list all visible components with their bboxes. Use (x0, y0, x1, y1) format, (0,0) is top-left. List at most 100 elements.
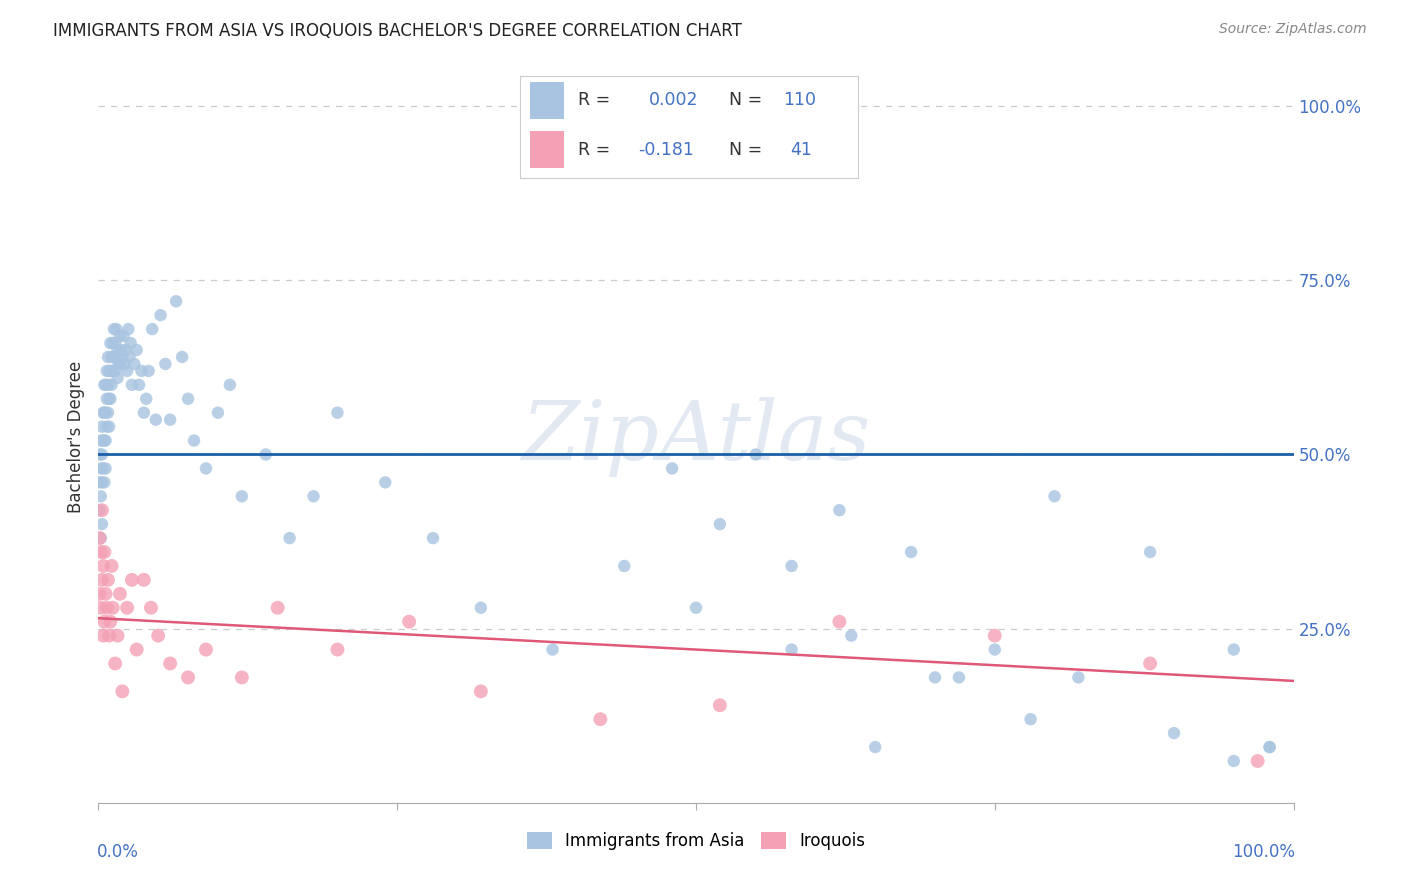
Point (865, 740, 887, 755)
Point (89, 448, 111, 462)
Point (89, 587, 111, 601)
Point (108, 329, 131, 343)
Point (948, 670, 970, 684)
Point (108, 357, 131, 371)
Point (98, 336, 122, 351)
Point (114, 357, 136, 371)
Point (183, 434, 205, 448)
Point (100, 558, 122, 573)
Point (107, 343, 129, 357)
Point (1258, 740, 1281, 755)
Point (120, 336, 142, 351)
Point (125, 642, 148, 657)
Text: -0.181: -0.181 (638, 141, 695, 159)
Point (124, 357, 146, 371)
Point (828, 503, 851, 517)
Point (1223, 754, 1246, 768)
Point (541, 642, 564, 657)
Point (110, 343, 132, 357)
Point (139, 600, 162, 615)
Text: 0.002: 0.002 (648, 92, 697, 110)
Point (984, 642, 1007, 657)
Point (117, 322, 139, 336)
Point (128, 377, 150, 392)
Point (780, 642, 803, 657)
Point (115, 343, 138, 357)
Point (93, 434, 115, 448)
Point (828, 615, 851, 629)
Point (94, 587, 117, 601)
Point (172, 350, 194, 364)
Point (93, 377, 115, 392)
Point (105, 322, 128, 336)
Point (89, 475, 111, 490)
Point (90, 461, 112, 475)
Point (709, 698, 731, 713)
Point (89, 503, 111, 517)
Point (90, 545, 112, 559)
Point (207, 406, 229, 420)
Point (98, 364, 121, 378)
Point (97, 573, 120, 587)
Point (98, 615, 122, 629)
Point (105, 350, 128, 364)
Point (97, 350, 120, 364)
Point (98, 419, 121, 434)
Point (589, 712, 612, 726)
Point (135, 392, 157, 406)
Point (132, 573, 155, 587)
Point (1247, 754, 1270, 768)
Point (91, 558, 114, 573)
Point (93, 615, 115, 629)
Point (115, 364, 138, 378)
Point (254, 448, 277, 462)
Point (155, 357, 177, 371)
Point (98, 392, 121, 406)
Point (112, 329, 135, 343)
Point (111, 350, 134, 364)
Point (91, 434, 114, 448)
Point (231, 489, 253, 503)
Point (103, 350, 125, 364)
Point (267, 600, 290, 615)
Point (780, 558, 803, 573)
Point (165, 294, 187, 309)
Point (131, 364, 153, 378)
Text: ZipAtlas: ZipAtlas (522, 397, 870, 477)
Point (1139, 657, 1161, 671)
Point (924, 670, 946, 684)
Point (148, 629, 170, 643)
Point (91, 573, 114, 587)
Y-axis label: Bachelor's Degree: Bachelor's Degree (66, 361, 84, 513)
Point (1019, 712, 1042, 726)
Point (177, 670, 200, 684)
Point (1223, 642, 1246, 657)
Point (90, 489, 112, 503)
Text: 110: 110 (783, 92, 817, 110)
Point (219, 377, 242, 392)
Point (132, 406, 155, 420)
Text: 41: 41 (790, 141, 813, 159)
Point (900, 545, 922, 559)
Point (94, 461, 117, 475)
Point (745, 448, 768, 462)
Point (422, 531, 444, 545)
Point (613, 558, 636, 573)
Point (374, 475, 396, 490)
Text: IMMIGRANTS FROM ASIA VS IROQUOIS BACHELOR'S DEGREE CORRELATION CHART: IMMIGRANTS FROM ASIA VS IROQUOIS BACHELO… (53, 22, 742, 40)
Point (984, 629, 1007, 643)
Point (100, 350, 122, 364)
Bar (530, 131, 564, 168)
Point (115, 600, 138, 615)
Point (97, 377, 120, 392)
Legend: Immigrants from Asia, Iroquois: Immigrants from Asia, Iroquois (520, 825, 872, 856)
Point (96, 364, 118, 378)
Point (231, 670, 253, 684)
Point (159, 412, 181, 426)
Point (1067, 670, 1090, 684)
Text: R =: R = (578, 141, 610, 159)
Point (98, 392, 122, 406)
Point (101, 600, 124, 615)
Point (91, 448, 114, 462)
Point (90, 434, 112, 448)
